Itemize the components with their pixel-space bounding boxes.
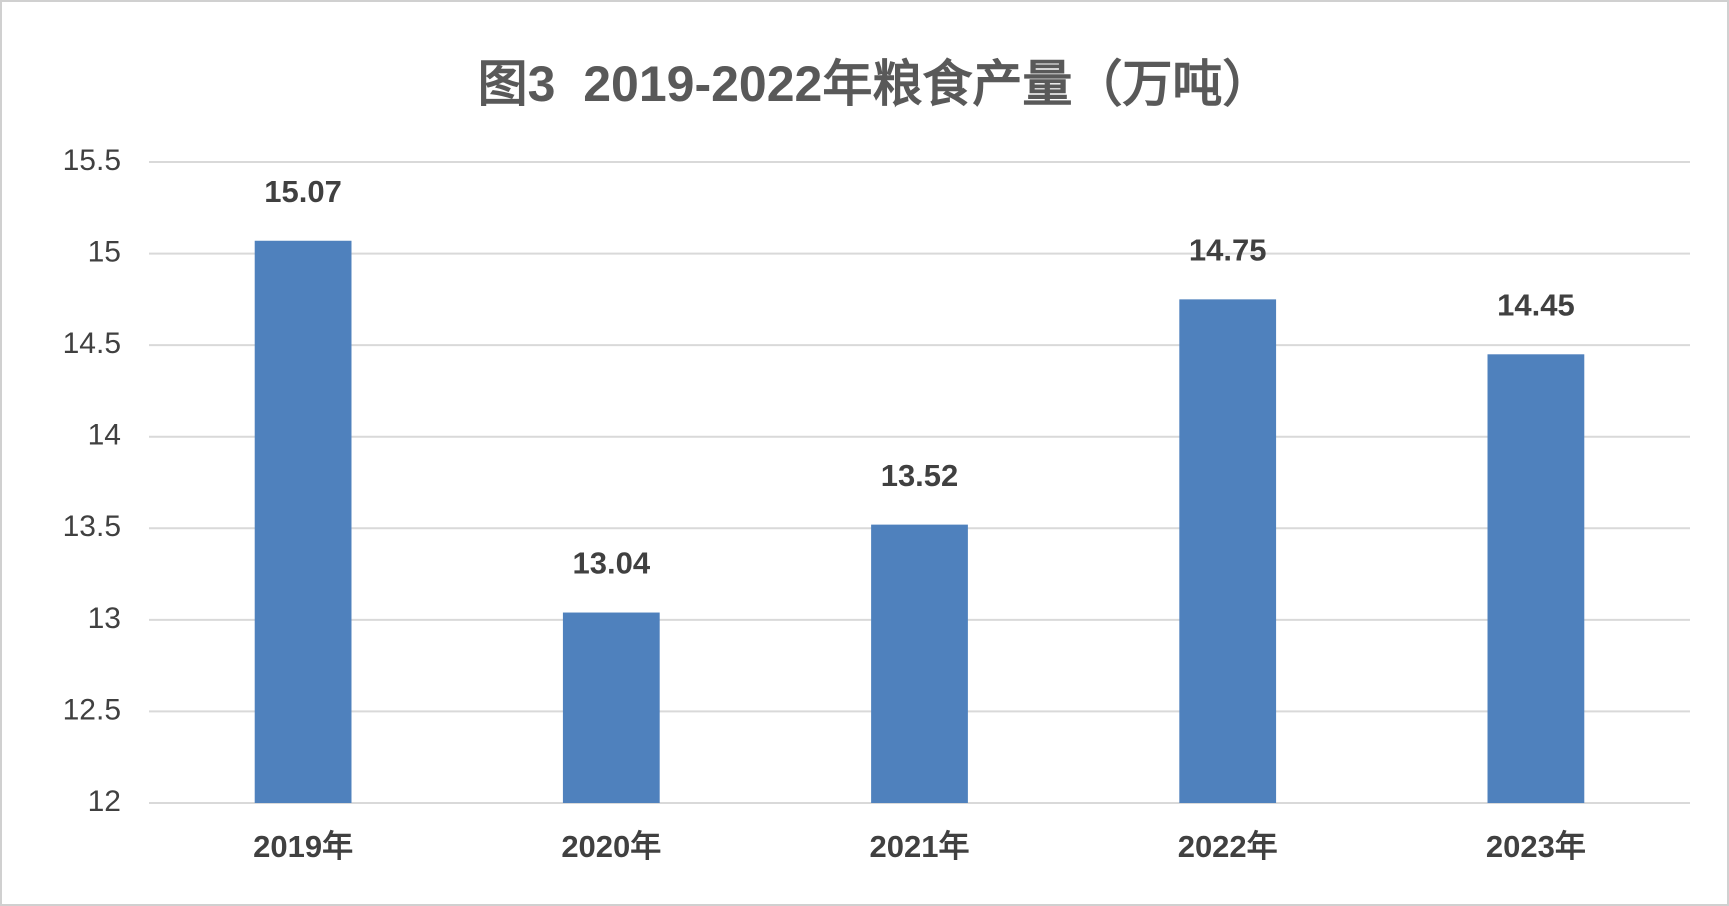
bar xyxy=(1487,354,1585,803)
value-label: 14.75 xyxy=(1189,233,1267,268)
y-tick-label: 14.5 xyxy=(63,327,121,360)
value-label: 13.52 xyxy=(881,458,959,493)
x-tick-label: 2022年 xyxy=(1178,829,1278,864)
y-tick-label: 13.5 xyxy=(63,510,121,543)
bar xyxy=(254,240,352,803)
chart-title: 图3 2019-2022年粮食产量（万吨） xyxy=(478,56,1273,112)
bar xyxy=(871,524,968,803)
y-tick-label: 15 xyxy=(88,235,121,268)
y-tick-label: 14 xyxy=(88,419,121,452)
bar xyxy=(1179,299,1277,803)
bar xyxy=(562,612,660,803)
x-tick-label: 2023年 xyxy=(1486,829,1586,864)
x-tick-label: 2019年 xyxy=(253,829,353,864)
value-label: 13.04 xyxy=(573,546,651,581)
x-tick-label: 2020年 xyxy=(561,829,661,864)
y-tick-label: 13 xyxy=(88,602,121,635)
value-label: 14.45 xyxy=(1497,287,1575,322)
value-label: 15.07 xyxy=(264,174,342,209)
y-tick-label: 15.5 xyxy=(63,144,121,177)
y-tick-label: 12 xyxy=(88,785,121,818)
y-tick-label: 12.5 xyxy=(63,693,121,726)
x-tick-label: 2021年 xyxy=(870,829,970,864)
